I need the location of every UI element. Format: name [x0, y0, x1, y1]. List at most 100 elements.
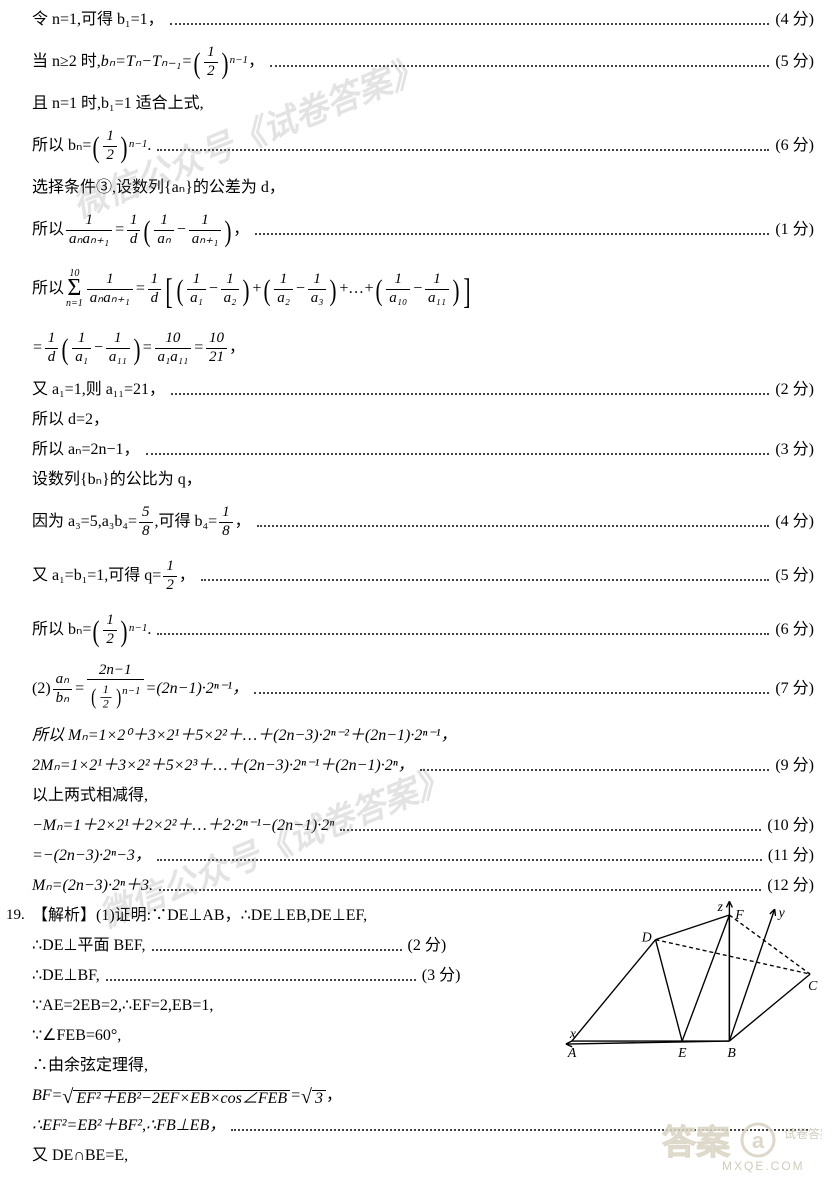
l18-score: (9 分) [775, 758, 814, 774]
l23-text: 【解析】(1)证明:∵DE⊥AB，∴DE⊥EB,DE⊥EF, [32, 908, 367, 924]
l14-pre: 又 a₁=b₁=1,可得 q= [32, 568, 161, 584]
l25-score: (3 分) [422, 968, 461, 984]
l22-text: Mₙ=(2n−3)·2ⁿ＋3. [32, 878, 153, 894]
l15-pre: 所以 bₙ= [32, 622, 91, 638]
l19-text: 以上两式相减得, [32, 788, 148, 804]
l28-text: ∴由余弦定理得, [32, 1058, 148, 1074]
line-21: =−(2n−3)·2ⁿ−3， (11 分) [32, 842, 814, 870]
l24-score: (2 分) [408, 938, 447, 954]
svg-text:MXQE.COM: MXQE.COM [722, 1159, 805, 1173]
dots [157, 859, 762, 861]
l12-text: 设数列{bₙ}的公比为 q， [32, 472, 202, 488]
l10-text: 所以 d=2， [32, 412, 109, 428]
l29-arg1: EF²＋EB²−2EF×EB×cos∠FEB [73, 1090, 290, 1107]
l14-score: (5 分) [775, 568, 814, 584]
l26-text: ∵AE=2EB=2,∴EF=2,EB=1, [32, 998, 213, 1014]
l25-text: ∴DE⊥BF, [32, 968, 100, 984]
q19-number: 19. [6, 908, 25, 923]
l16-prefix: (2) [32, 681, 51, 697]
l13-pre: 因为 a₃=5,a₃b₄= [32, 514, 137, 530]
l16-res: =(2n−1)·2ⁿ⁻¹， [146, 681, 249, 697]
svg-text:y: y [777, 905, 786, 920]
dots [170, 23, 770, 25]
l2-mid: bₙ=Tₙ−Tₙ₋₁= [101, 54, 192, 70]
l15-exp: n−1 [129, 623, 147, 634]
line-2: 当 n≥2 时, bₙ=Tₙ−Tₙ₋₁= ( 12 ) n−1 ， (5 分) [32, 36, 814, 88]
l4-exp: n−1 [129, 139, 147, 150]
l3-text: 且 n=1 时,b₁=1 适合上式, [32, 96, 204, 112]
l2-score: (5 分) [775, 54, 814, 70]
l22-score: (12 分) [767, 878, 814, 894]
dots [106, 979, 416, 981]
l13-post: ， [235, 514, 251, 530]
site-logo: 答案 a 试卷答案 MXQE.COM [662, 1120, 822, 1174]
svg-text:C: C [808, 978, 818, 993]
l2-exp: n−1 [230, 55, 248, 66]
l4-post: . [147, 138, 151, 154]
dots [171, 393, 769, 395]
svg-text:x: x [569, 1026, 577, 1041]
l2-pre: 当 n≥2 时, [32, 54, 101, 70]
dots [270, 65, 769, 67]
l4-pre: 所以 bₙ= [32, 138, 91, 154]
dots [157, 633, 769, 635]
line-10: 所以 d=2， [32, 406, 814, 434]
line-14: 又 a₁=b₁=1,可得 q= 12 ， (5 分) [32, 550, 814, 602]
l2-post: ， [248, 54, 264, 70]
line-16: (2) aₙbₙ = 2n−1 (12)n−1 =(2n−1)·2ⁿ⁻¹， (7… [32, 658, 814, 720]
line-15: 所以 bₙ= (12) n−1 . (6 分) [32, 604, 814, 656]
line-5: 选择条件③,设数列{aₙ}的公差为 d， [32, 174, 814, 202]
l20-text: −Mₙ=1＋2×2¹＋2×2²＋…＋2·2ⁿ⁻¹−(2n−1)·2ⁿ [32, 818, 334, 834]
l11-score: (3 分) [775, 442, 814, 458]
l9-text: 又 a₁=1,则 a₁₁=21， [32, 382, 165, 398]
svg-text:试卷答案: 试卷答案 [784, 1126, 822, 1141]
l1-text: 令 n=1,可得 b₁=1， [32, 12, 164, 28]
l4-score: (6 分) [775, 138, 814, 154]
l1-score: (4 分) [775, 12, 814, 28]
l15-post: . [147, 622, 151, 638]
dots [157, 149, 769, 151]
l29-pre: BF= [32, 1088, 62, 1104]
line-13: 因为 a₃=5,a₃b₄= 58 ,可得 b₄= 18 ， (4 分) [32, 496, 814, 548]
line-29: BF= √EF²＋EB²−2EF×EB×cos∠FEB = √3 ， [32, 1082, 814, 1110]
dots [146, 453, 770, 455]
l20-score: (10 分) [767, 818, 814, 834]
svg-text:B: B [727, 1045, 736, 1060]
l11-text: 所以 aₙ=2n−1， [32, 442, 140, 458]
svg-text:D: D [641, 930, 652, 945]
line-12: 设数列{bₙ}的公比为 q， [32, 466, 814, 494]
dots [257, 525, 770, 527]
line-20: −Mₙ=1＋2×2¹＋2×2²＋…＋2·2ⁿ⁻¹−(2n−1)·2ⁿ (10 分… [32, 812, 814, 840]
l29-post: ， [326, 1088, 342, 1104]
line-7: 所以 10Σn=1 1aₙaₙ₊₁ = 1d [ ( 1a₁−1a₂ )+ ( … [32, 258, 814, 320]
l14-post: ， [179, 568, 195, 584]
line-6: 所以 1aₙaₙ₊₁ = 1d ( 1aₙ − 1aₙ₊₁ ) ， (1 分) [32, 204, 814, 256]
line-19: 以上两式相减得, [32, 782, 814, 810]
page-root: 微信公众号《试卷答案》 微信公众号《试卷答案》 令 n=1,可得 b₁=1， (… [0, 0, 832, 1180]
dots [254, 692, 769, 694]
svg-text:A: A [567, 1045, 577, 1060]
dots [420, 769, 770, 771]
l30-text: ∴EF²=EB²＋BF²,∴FB⊥EB， [32, 1118, 225, 1134]
geometry-diagram: AEBCDFxyz [562, 896, 818, 1066]
line-3: 且 n=1 时,b₁=1 适合上式, [32, 90, 814, 118]
line-8: = 1d ( 1a₁−1a₁₁ ) = 10a₁a₁₁ = 1021 ， [32, 322, 814, 374]
line-11: 所以 aₙ=2n−1， (3 分) [32, 436, 814, 464]
dots [255, 233, 769, 235]
l27-text: ∵∠FEB=60°, [32, 1028, 121, 1044]
svg-text:E: E [677, 1045, 687, 1060]
dots [152, 949, 402, 951]
dots [159, 889, 761, 891]
line-1: 令 n=1,可得 b₁=1， (4 分) [32, 6, 814, 34]
l13-mid: ,可得 b₄= [155, 514, 218, 530]
line-4: 所以 bₙ= (12) n−1 . (6 分) [32, 120, 814, 172]
l6-score: (1 分) [775, 222, 814, 238]
svg-text:a: a [752, 1128, 765, 1153]
l21-score: (11 分) [768, 848, 814, 864]
l21-text: =−(2n−3)·2ⁿ−3， [32, 848, 151, 864]
l13-score: (4 分) [775, 514, 814, 530]
l29-arg2: 3 [312, 1090, 326, 1107]
line-9: 又 a₁=1,则 a₁₁=21， (2 分) [32, 376, 814, 404]
svg-text:答案: 答案 [662, 1124, 731, 1162]
l9-score: (2 分) [775, 382, 814, 398]
